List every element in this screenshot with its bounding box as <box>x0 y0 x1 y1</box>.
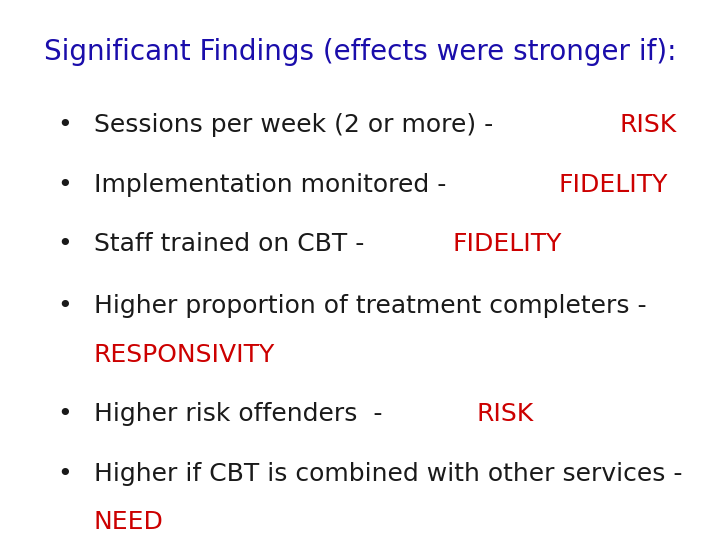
Text: RESPONSIVITY: RESPONSIVITY <box>94 343 275 367</box>
Text: FIDELITY: FIDELITY <box>559 173 668 197</box>
Text: •: • <box>58 462 72 485</box>
Text: •: • <box>58 113 72 137</box>
Text: •: • <box>58 232 72 256</box>
Text: •: • <box>58 402 72 426</box>
Text: Implementation monitored -: Implementation monitored - <box>94 173 454 197</box>
Text: NEED: NEED <box>94 510 163 534</box>
Text: Higher if CBT is combined with other services -: Higher if CBT is combined with other ser… <box>94 462 682 485</box>
Text: Staff trained on CBT -: Staff trained on CBT - <box>94 232 372 256</box>
Text: Significant Findings (effects were stronger if):: Significant Findings (effects were stron… <box>44 38 676 66</box>
Text: Higher proportion of treatment completers -: Higher proportion of treatment completer… <box>94 294 647 318</box>
Text: RISK: RISK <box>476 402 534 426</box>
Text: Sessions per week (2 or more) -: Sessions per week (2 or more) - <box>94 113 501 137</box>
Text: •: • <box>58 173 72 197</box>
Text: FIDELITY: FIDELITY <box>453 232 562 256</box>
Text: •: • <box>58 294 72 318</box>
Text: RISK: RISK <box>619 113 676 137</box>
Text: Higher risk offenders  -: Higher risk offenders - <box>94 402 390 426</box>
